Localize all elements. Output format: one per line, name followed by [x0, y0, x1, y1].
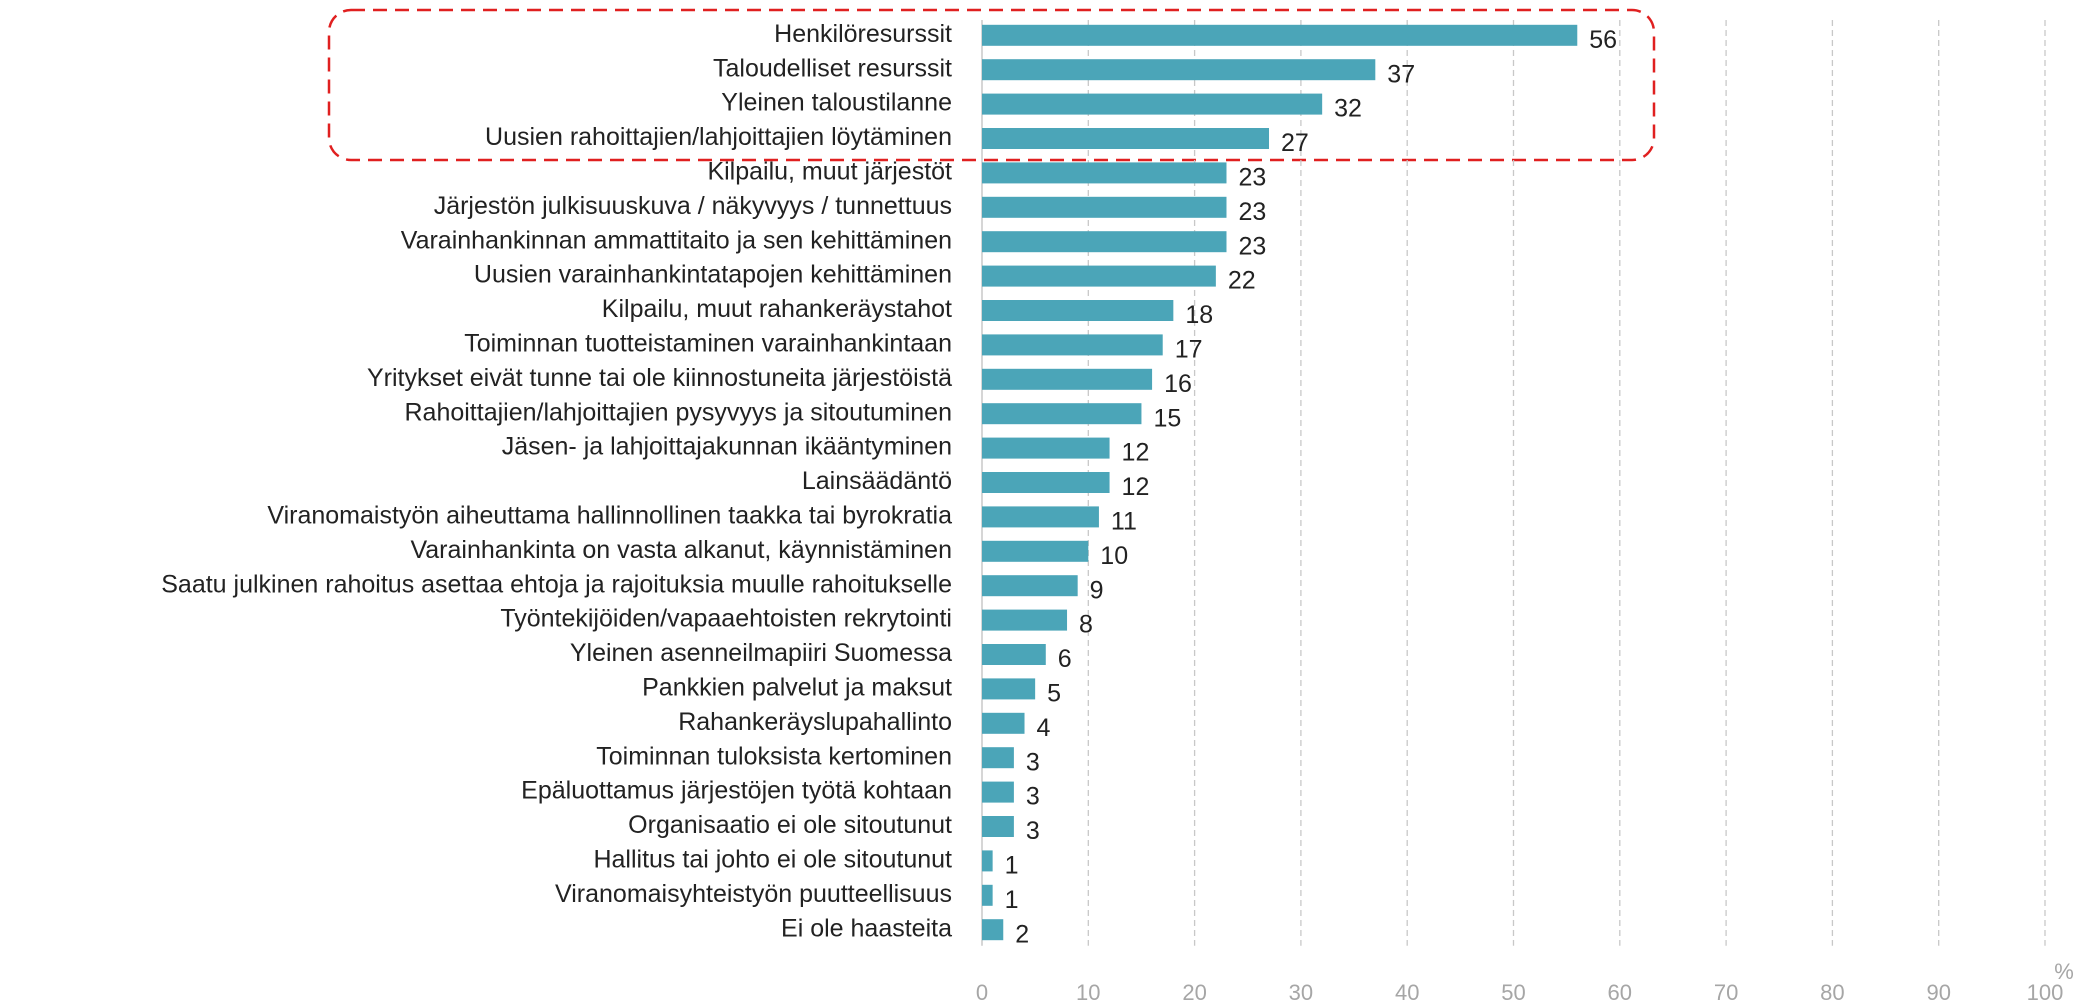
data-label: 15 — [1153, 404, 1181, 432]
bar — [982, 575, 1078, 597]
category-label: Varainhankinta on vasta alkanut, käynnis… — [410, 536, 952, 564]
category-label: Yleinen asenneilmapiiri Suomessa — [570, 639, 952, 667]
data-label: 12 — [1122, 473, 1150, 501]
category-label: Rahoittajien/lahjoittajien pysyvyys ja s… — [404, 398, 952, 426]
data-label: 3 — [1026, 817, 1040, 845]
category-label: Uusien rahoittajien/lahjoittajien löytäm… — [485, 123, 952, 151]
data-label: 18 — [1185, 301, 1213, 329]
bar — [982, 231, 1227, 253]
bar — [982, 403, 1142, 425]
data-label: 9 — [1090, 576, 1104, 604]
category-label: Viranomaisyhteistyön puutteellisuus — [555, 880, 952, 908]
category-label: Hallitus tai johto ei ole sitoutunut — [593, 846, 952, 874]
bar — [982, 540, 1089, 562]
data-label: 2 — [1015, 920, 1029, 948]
x-tick-label: 100 — [2027, 980, 2064, 1005]
bar — [982, 609, 1068, 631]
data-label: 3 — [1026, 783, 1040, 811]
data-label: 27 — [1281, 129, 1309, 157]
category-label: Yritykset eivät tunne tai ole kiinnostun… — [367, 364, 952, 392]
x-tick-label: 40 — [1395, 980, 1419, 1005]
bar — [982, 59, 1376, 81]
bar — [982, 162, 1227, 184]
data-label: 6 — [1058, 645, 1072, 673]
data-label: 1 — [1005, 886, 1019, 914]
data-label: 4 — [1037, 714, 1051, 742]
data-label: 23 — [1238, 164, 1266, 192]
category-label: Ei ole haasteita — [781, 914, 952, 942]
data-label: 8 — [1079, 611, 1093, 639]
x-tick-label: 60 — [1608, 980, 1632, 1005]
data-label: 5 — [1047, 680, 1061, 708]
category-label: Kilpailu, muut järjestöt — [707, 158, 952, 186]
bar — [982, 919, 1004, 941]
bar — [982, 334, 1163, 356]
category-label: Järjestön julkisuuskuva / näkyvyys / tun… — [434, 192, 952, 220]
category-label: Pankkien palvelut ja maksut — [642, 674, 952, 702]
category-label: Taloudelliset resurssit — [713, 54, 952, 82]
bar — [982, 265, 1216, 287]
x-tick-label: 20 — [1182, 980, 1206, 1005]
data-label: 37 — [1387, 60, 1415, 88]
category-label: Toiminnan tuloksista kertominen — [596, 742, 952, 770]
data-label: 23 — [1238, 198, 1266, 226]
data-label: 1 — [1005, 852, 1019, 880]
bar — [982, 747, 1014, 769]
category-label: Jäsen- ja lahjoittajakunnan ikääntyminen — [502, 433, 952, 461]
x-tick-label: 10 — [1076, 980, 1100, 1005]
x-tick-label: 0 — [976, 980, 988, 1005]
bar — [982, 781, 1014, 803]
bar — [982, 884, 993, 906]
bar — [982, 368, 1153, 390]
bar — [982, 437, 1110, 459]
bar — [982, 128, 1270, 149]
bar — [982, 678, 1036, 700]
category-label: Organisaatio ei ole sitoutunut — [628, 811, 952, 839]
bar — [982, 816, 1014, 837]
category-label: Toiminnan tuotteistaminen varainhankinta… — [464, 330, 952, 358]
category-label: Rahankeräyslupahallinto — [678, 708, 952, 736]
x-tick-label: 50 — [1501, 980, 1525, 1005]
bar — [982, 472, 1110, 493]
x-tick-label: 80 — [1820, 980, 1844, 1005]
category-label: Kilpailu, muut rahankeräystahot — [602, 295, 952, 323]
data-label: 56 — [1589, 26, 1617, 54]
data-label: 23 — [1238, 232, 1266, 260]
x-tick-label: 70 — [1714, 980, 1738, 1005]
data-label: 3 — [1026, 748, 1040, 776]
data-label: 17 — [1175, 336, 1203, 364]
data-label: 16 — [1164, 370, 1192, 398]
bar — [982, 644, 1046, 665]
bar — [982, 24, 1578, 46]
bar — [982, 196, 1227, 218]
category-label: Lainsäädäntö — [802, 467, 952, 495]
x-unit-label: % — [2054, 959, 2074, 984]
data-label: 22 — [1228, 267, 1256, 295]
category-label: Uusien varainhankintatapojen kehittämine… — [474, 261, 952, 289]
bar — [982, 300, 1174, 321]
category-label: Henkilöresurssit — [774, 20, 952, 48]
category-label: Varainhankinnan ammattitaito ja sen kehi… — [401, 226, 952, 254]
bar — [982, 850, 993, 872]
bar — [982, 506, 1099, 528]
category-label: Epäluottamus järjestöjen työtä kohtaan — [521, 777, 952, 805]
data-label: 10 — [1100, 542, 1128, 570]
x-tick-label: 90 — [1926, 980, 1950, 1005]
data-label: 12 — [1122, 439, 1150, 467]
data-label: 11 — [1111, 508, 1137, 536]
category-label: Työntekijöiden/vapaaehtoisten rekrytoint… — [500, 605, 952, 633]
highlight-box — [327, 8, 1656, 162]
category-label: Saatu julkinen rahoitus asettaa ehtoja j… — [161, 570, 952, 598]
category-label: Viranomaistyön aiheuttama hallinnollinen… — [267, 502, 952, 530]
category-label: Yleinen taloustilanne — [721, 89, 952, 117]
x-tick-label: 30 — [1289, 980, 1313, 1005]
data-label: 32 — [1334, 95, 1362, 123]
bar — [982, 93, 1323, 115]
bar — [982, 712, 1025, 734]
